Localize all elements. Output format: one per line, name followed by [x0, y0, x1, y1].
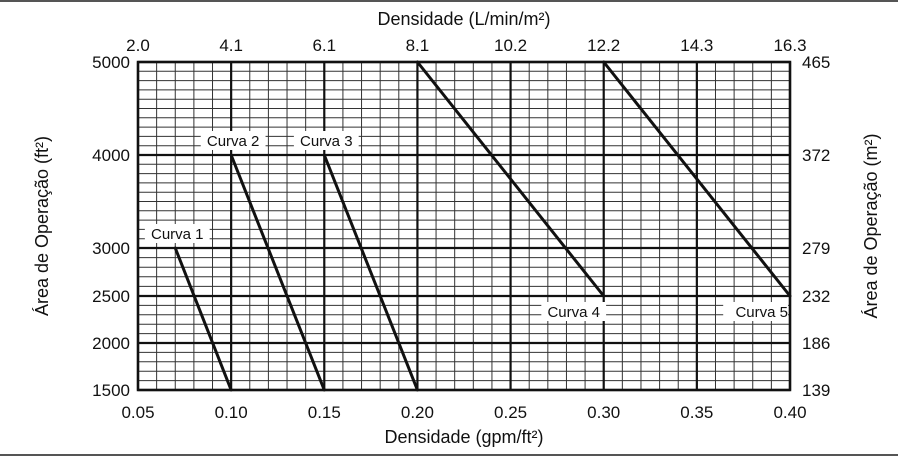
y2-tick-label: 232 — [802, 287, 830, 306]
x-tick-label: 0.05 — [121, 403, 154, 422]
series-line-curva-1 — [173, 246, 233, 392]
y2-tick-label: 465 — [802, 53, 830, 72]
series-label-bg — [144, 224, 210, 243]
x2-tick-label: 14.3 — [680, 36, 713, 55]
y-tick-label: 3000 — [92, 239, 130, 258]
series-label-curva-5: Curva 5 — [735, 304, 788, 321]
x2-tick-label: 12.2 — [587, 36, 620, 55]
x2-axis-title: Densidade (L/min/m²) — [377, 9, 550, 29]
x-tick-label: 0.30 — [587, 403, 620, 422]
y2-tick-label: 139 — [802, 381, 830, 400]
series-label-bg — [723, 302, 788, 321]
x-tick-label: 0.25 — [494, 403, 527, 422]
series-label-bg — [200, 131, 266, 150]
x-tick-label: 0.20 — [401, 403, 434, 422]
x2-tick-label: 2.0 — [126, 36, 150, 55]
series-line-curva-5 — [602, 60, 792, 298]
series-label-curva-1: Curva 1 — [151, 226, 204, 243]
series-label-curva-3: Curva 3 — [300, 133, 353, 150]
series-label-curva-2: Curva 2 — [207, 133, 260, 150]
series-line-curva-4 — [415, 60, 606, 298]
x2-tick-label: 6.1 — [312, 36, 336, 55]
y2-tick-label: 186 — [802, 334, 830, 353]
x2-tick-label: 8.1 — [406, 36, 430, 55]
y-tick-label: 4000 — [92, 146, 130, 165]
x2-tick-label: 10.2 — [494, 36, 527, 55]
y-tick-label: 1500 — [92, 381, 130, 400]
y-tick-label: 5000 — [92, 53, 130, 72]
y-axis-title: Área de Operação (ft²) — [32, 136, 52, 316]
x-axis-title: Densidade (gpm/ft²) — [384, 427, 543, 447]
series-label-bg — [541, 302, 607, 321]
x-tick-label: 0.10 — [215, 403, 248, 422]
x-tick-label: 0.15 — [308, 403, 341, 422]
y2-tick-label: 279 — [802, 239, 830, 258]
series-label-curva-4: Curva 4 — [547, 304, 600, 321]
series-label-bg — [293, 131, 359, 150]
x-tick-label: 0.40 — [773, 403, 806, 422]
series-line-curva-2 — [229, 153, 326, 392]
x-tick-label: 0.35 — [680, 403, 713, 422]
x2-tick-label: 4.1 — [219, 36, 243, 55]
y2-axis-title: Área de Operação (m²) — [861, 133, 881, 318]
series-line-curva-3 — [322, 153, 419, 392]
y-tick-label: 2500 — [92, 287, 130, 306]
y-tick-label: 2000 — [92, 334, 130, 353]
plot-border — [136, 60, 792, 392]
y2-tick-label: 372 — [802, 146, 830, 165]
x2-tick-label: 16.3 — [773, 36, 806, 55]
